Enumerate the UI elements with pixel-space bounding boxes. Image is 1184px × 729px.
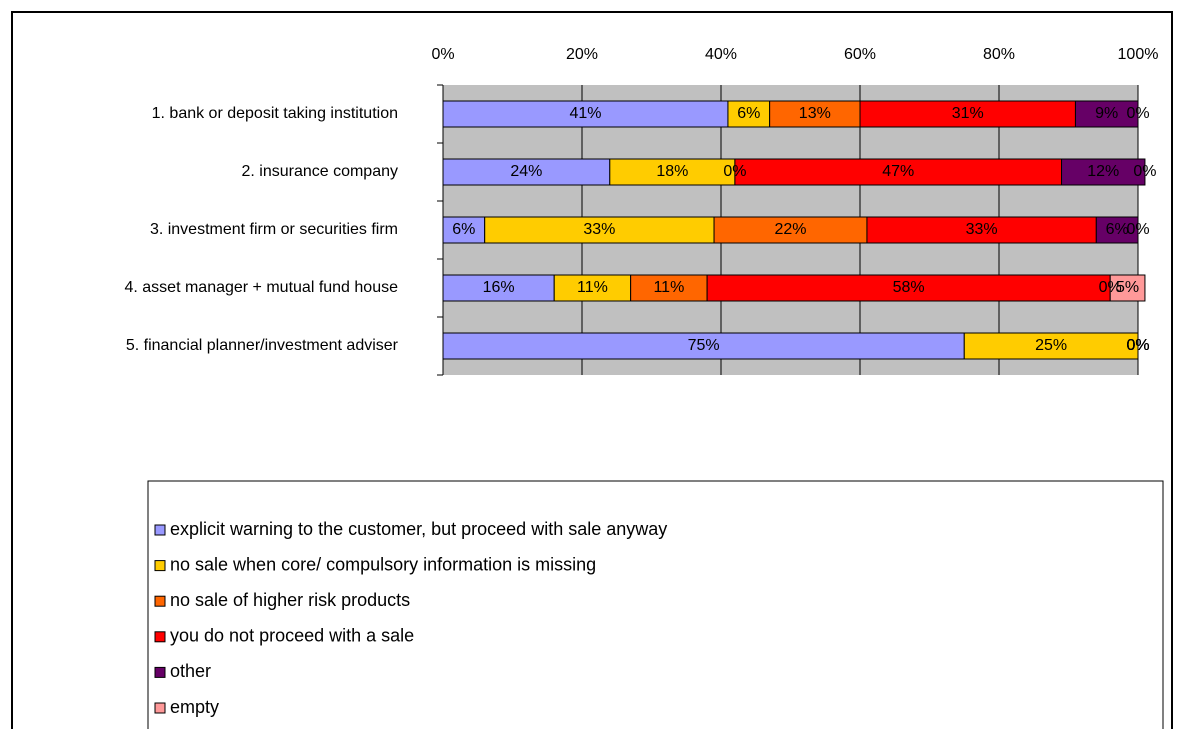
legend-swatch xyxy=(154,702,166,714)
data-label: 0% xyxy=(1126,105,1149,122)
data-label: 25% xyxy=(1035,337,1067,354)
bar-segment xyxy=(963,332,1139,360)
data-label: 33% xyxy=(966,221,998,238)
bar-segment xyxy=(1074,100,1139,128)
data-label: 6% xyxy=(1106,221,1129,238)
bar-segment xyxy=(866,216,1097,244)
bar-segment xyxy=(734,158,1063,186)
data-label: 0% xyxy=(1126,221,1149,238)
data-label: 0% xyxy=(1126,337,1149,354)
data-label: 18% xyxy=(656,163,688,180)
data-label: 0% xyxy=(1126,337,1149,354)
legend-swatch xyxy=(154,560,166,572)
data-label: 0% xyxy=(1099,279,1122,296)
data-label: 0% xyxy=(723,163,746,180)
bar-segment xyxy=(484,216,715,244)
bar-segment xyxy=(442,216,486,244)
legend-label: no sale when core/ compulsory informatio… xyxy=(170,554,596,574)
x-tick-label: 100% xyxy=(1118,46,1159,63)
bar-segment xyxy=(1109,274,1146,302)
data-label: 12% xyxy=(1087,163,1119,180)
data-label: 22% xyxy=(774,221,806,238)
data-label: 41% xyxy=(569,105,601,122)
bar-segment xyxy=(553,274,632,302)
data-label: 31% xyxy=(952,105,984,122)
data-label: 0% xyxy=(1126,337,1149,354)
y-tick-label: 4. asset manager + mutual fund house xyxy=(124,279,398,296)
bar-segment xyxy=(442,158,611,186)
y-tick-label: 3. investment firm or securities firm xyxy=(150,221,398,238)
x-tick-label: 80% xyxy=(983,46,1015,63)
legend-label: explicit warning to the customer, but pr… xyxy=(170,519,667,539)
bar-segment xyxy=(442,332,965,360)
legend-label: you do not proceed with a sale xyxy=(170,626,414,646)
bar-segment xyxy=(727,100,771,128)
legend xyxy=(147,480,1164,729)
data-label: 5% xyxy=(1116,279,1139,296)
data-label: 6% xyxy=(737,105,760,122)
x-tick-label: 40% xyxy=(705,46,737,63)
bar-segment xyxy=(706,274,1111,302)
data-label: 58% xyxy=(893,279,925,296)
legend-swatch xyxy=(154,595,166,607)
data-label: 16% xyxy=(483,279,515,296)
data-label: 33% xyxy=(583,221,615,238)
data-label: 6% xyxy=(452,221,475,238)
bar-segment xyxy=(1061,158,1146,186)
legend-swatch xyxy=(154,524,166,536)
data-label: 9% xyxy=(1095,105,1118,122)
data-label: 11% xyxy=(577,279,608,296)
data-label: 24% xyxy=(510,163,542,180)
data-label: 11% xyxy=(653,279,684,296)
legend-label: no sale of higher risk products xyxy=(170,590,410,610)
legend-label: empty xyxy=(170,697,219,717)
data-label: 0% xyxy=(1133,163,1156,180)
data-label: 75% xyxy=(688,337,720,354)
x-tick-label: 0% xyxy=(431,46,454,63)
y-tick-label: 2. insurance company xyxy=(241,163,398,180)
data-label: 13% xyxy=(799,105,831,122)
legend-swatch xyxy=(154,666,166,678)
bar-segment xyxy=(442,100,729,128)
legend-label: other xyxy=(170,661,211,681)
x-tick-label: 20% xyxy=(566,46,598,63)
bar-segment xyxy=(769,100,861,128)
data-label: 0% xyxy=(1126,337,1149,354)
data-label: 47% xyxy=(882,163,914,180)
x-tick-label: 60% xyxy=(844,46,876,63)
bar-segment xyxy=(630,274,708,302)
bar-segment xyxy=(1095,216,1139,244)
y-tick-label: 1. bank or deposit taking institution xyxy=(152,105,398,122)
y-tick-label: 5. financial planner/investment adviser xyxy=(126,337,399,354)
legend-swatch xyxy=(154,631,166,643)
